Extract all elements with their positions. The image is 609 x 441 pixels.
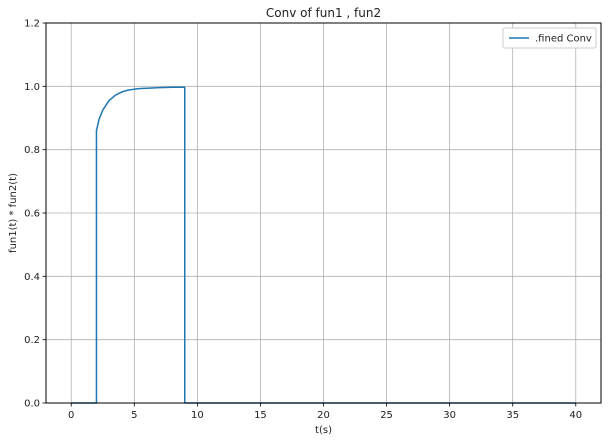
legend-entry-label: .fined Conv [535,34,592,45]
x-tick-label: 35 [506,410,519,421]
x-tick-label: 25 [380,410,393,421]
x-tick-label: 20 [317,410,330,421]
legend-box [502,27,597,49]
y-tick-label: 0.6 [24,209,40,220]
legend: .fined Conv [502,27,597,49]
y-tick-label: 0.2 [24,335,40,346]
x-tick-label: 0 [68,410,74,421]
y-tick-label: 1.0 [24,82,40,93]
y-tick-label: 0.0 [24,399,40,410]
series-line [71,86,576,404]
x-axis-label: t(s) [315,425,332,436]
y-tick-label: 0.8 [24,145,40,156]
chart-title: Conv of fun1 , fun2 [266,6,381,20]
tick-layer: 0 5 10 15 20 25 30 35 40 0.0 0.2 0.4 0.6 0.8 1.0 1.2 [24,19,582,422]
x-tick-label: 15 [254,410,267,421]
x-tick-label: 30 [443,410,456,421]
y-tick-label: 1.2 [24,19,40,30]
grid-layer [46,22,601,404]
series-layer [71,86,576,404]
y-axis-label: fun1(t) * fun2(t) [8,173,19,253]
x-tick-label: 10 [191,410,204,421]
x-tick-label: 40 [569,410,582,421]
y-tick-label: 0.4 [24,272,40,283]
x-tick-label: 5 [131,410,137,421]
